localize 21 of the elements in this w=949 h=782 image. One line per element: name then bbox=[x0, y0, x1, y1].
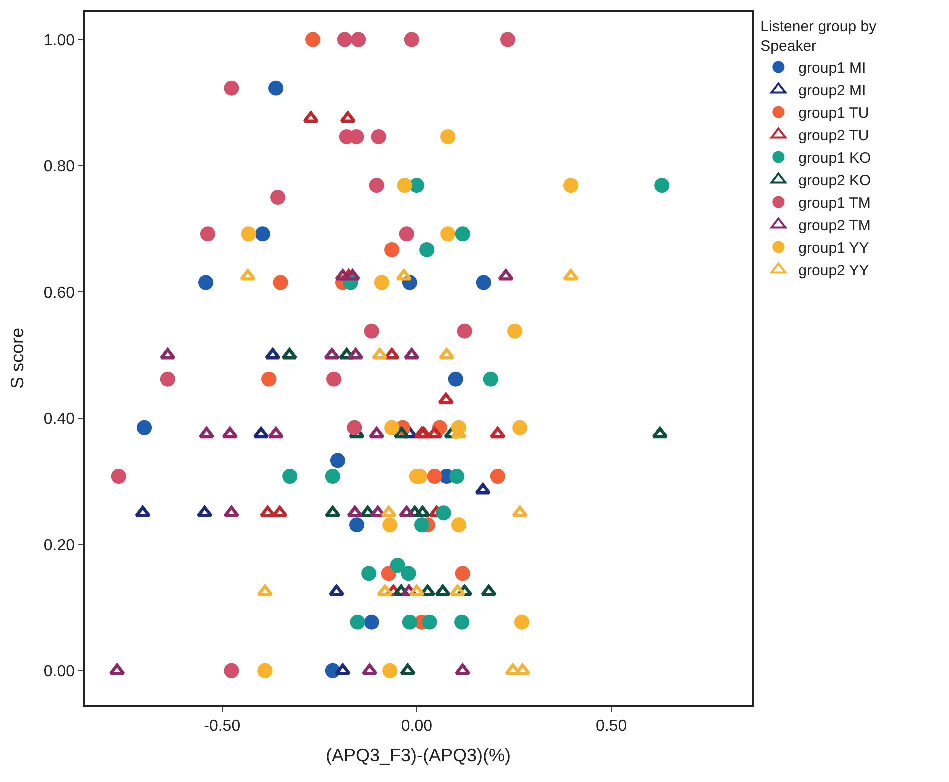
legend-label: group1 MI bbox=[798, 60, 866, 78]
y-tick-label: 0.40 bbox=[44, 411, 76, 428]
legend-label: group1 TU bbox=[798, 105, 870, 122]
legend-label: group2 YY bbox=[798, 262, 870, 280]
legend-label: group2 TU bbox=[798, 128, 870, 145]
y-tick-label: 0.80 bbox=[44, 158, 76, 176]
y-tick-label: 0.00 bbox=[44, 664, 76, 681]
y-tick-label: 0.20 bbox=[44, 537, 76, 554]
y-tick-label: 0.60 bbox=[44, 284, 76, 302]
y-tick-label: 1.00 bbox=[44, 32, 76, 50]
legend-label: group1 TM bbox=[798, 195, 871, 212]
x-axis-title: (APQ3_F3)-(APQ3)(%) bbox=[326, 746, 512, 766]
x-tick-label: -0.50 bbox=[204, 718, 241, 735]
legend-label: group1 YY bbox=[798, 240, 870, 258]
x-tick-label: 0.00 bbox=[401, 718, 433, 735]
x-tick-label: 0.50 bbox=[596, 718, 628, 735]
legend-label: group2 MI bbox=[798, 82, 866, 100]
legend-label: group2 KO bbox=[798, 172, 872, 190]
legend-label: group2 TM bbox=[798, 218, 871, 235]
legend-label: group1 KO bbox=[798, 150, 872, 168]
y-axis-title: S score bbox=[8, 328, 28, 390]
